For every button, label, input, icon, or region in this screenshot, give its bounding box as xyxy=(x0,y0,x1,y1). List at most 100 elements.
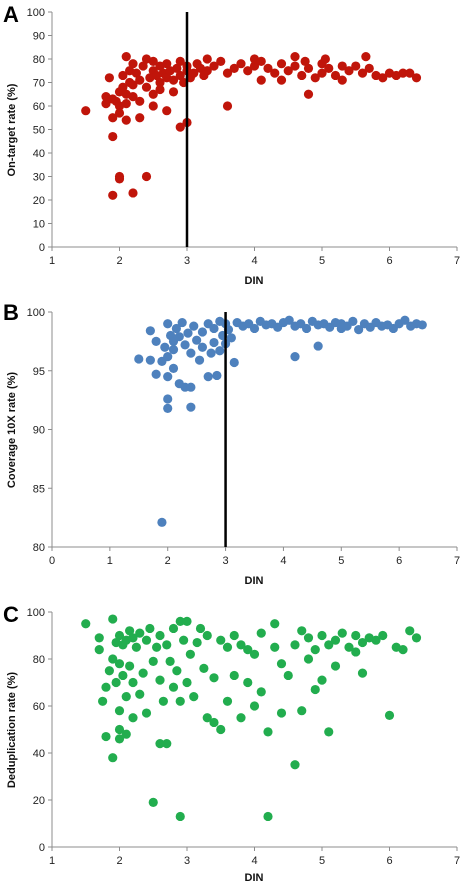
panel-c-data-point xyxy=(216,724,226,735)
panel-c-data-point xyxy=(398,645,408,655)
panel-c-data-point xyxy=(337,628,347,638)
panel-a-data-point xyxy=(324,63,334,73)
panel-a-data-point xyxy=(135,96,145,106)
panel-a-data-point xyxy=(155,84,165,95)
panel-c-data-point xyxy=(121,692,131,702)
panel-c-data-point xyxy=(125,626,135,636)
panel-c-data-point xyxy=(216,635,226,645)
panel-c-data-point xyxy=(324,640,334,650)
panel-a-data-point xyxy=(290,52,300,62)
panel-c-data-point xyxy=(195,623,206,634)
panel-c-data-point xyxy=(209,717,219,728)
panel-c-data-point xyxy=(162,640,172,650)
panel-c-data-point xyxy=(270,642,280,652)
panel-a-data-point xyxy=(216,56,226,66)
panel-a-data-point xyxy=(303,89,314,99)
panel-b-data-point xyxy=(189,321,199,331)
panel-b-data-point xyxy=(229,357,239,368)
panel-a-data-point xyxy=(118,82,128,92)
panel-a-data-point xyxy=(202,66,212,76)
panel-b-data-point xyxy=(313,341,323,351)
panel-c-x-tick-label: 7 xyxy=(454,855,460,867)
panel-c-data-point xyxy=(135,689,145,699)
panel-c-data-point xyxy=(175,811,185,822)
panel-c-data-point xyxy=(175,696,185,706)
panel-a-data-point xyxy=(114,108,125,118)
panel-c-y-tick-label: 0 xyxy=(39,842,45,854)
panel-c-data-point xyxy=(243,645,253,655)
panel-b-data-point xyxy=(209,323,219,334)
panel-c-x-axis-title: DIN xyxy=(245,872,264,884)
panel-c-data-point xyxy=(310,645,320,655)
panel-a-chart: A On-target rate (%) DIN 0 10 20 30 40 50 60 70… xyxy=(3,2,460,287)
panel-a-data-point xyxy=(270,68,280,78)
panel-c-axes: 0 20 40 60 80 100 1 2 3 4 5 6 7 xyxy=(27,607,460,867)
panel-a-y-tick-label: 40 xyxy=(33,148,45,160)
panel-c-data-point xyxy=(384,710,395,721)
panel-c-data-point xyxy=(378,630,388,641)
panel-a-data-point xyxy=(148,56,158,66)
panel-c-data-point xyxy=(114,734,125,744)
panel-c-data-point xyxy=(189,692,199,702)
panel-c-points xyxy=(81,614,422,822)
panel-b-data-point xyxy=(212,370,222,381)
panel-c-y-tick-label: 20 xyxy=(33,795,45,807)
panel-c-data-point xyxy=(202,630,212,641)
panel-c-data-point xyxy=(165,656,175,666)
panel-a-points xyxy=(81,12,422,247)
panel-b-data-point xyxy=(284,315,294,325)
panel-a-data-point xyxy=(209,61,219,71)
panel-a-data-point xyxy=(337,61,347,71)
panel-a-data-point xyxy=(276,59,287,69)
panel-b-data-point xyxy=(209,337,219,348)
panel-a-data-point xyxy=(121,52,131,62)
panel-a-data-point xyxy=(135,113,145,123)
panel-a-data-point xyxy=(222,101,233,111)
panel-b-data-point xyxy=(192,335,202,345)
panel-a-data-point xyxy=(310,73,320,83)
panel-c-data-point xyxy=(138,668,148,678)
panel-a-y-tick-label: 0 xyxy=(39,242,45,254)
panel-c-data-point xyxy=(118,670,128,681)
panel-b-data-point xyxy=(290,352,300,362)
panel-c-data-point xyxy=(202,713,212,723)
panel-c-chart: C Deduplication rate (%) DIN 0 20 40 60 80 10… xyxy=(3,602,460,884)
panel-c-data-point xyxy=(135,628,145,638)
panel-a-axes: 0 10 20 30 40 50 60 70 80 90 100 1 2 3 4 5 6 7 xyxy=(27,7,460,267)
panel-a-data-point xyxy=(172,63,182,73)
panel-a-y-tick-label: 70 xyxy=(33,78,45,90)
panel-a-data-point xyxy=(290,61,300,71)
panel-c-data-point xyxy=(158,696,168,706)
panel-b-data-point xyxy=(163,319,173,329)
panel-a-x-tick-label: 7 xyxy=(454,255,460,267)
panel-c-data-point xyxy=(411,633,422,643)
panel-c-data-point xyxy=(405,626,415,636)
panel-c-data-point xyxy=(371,635,381,645)
panel-a-y-tick-label: 30 xyxy=(33,172,45,184)
panel-a-data-point xyxy=(243,66,253,76)
panel-a-data-point xyxy=(175,122,185,132)
panel-a-data-point xyxy=(351,61,361,71)
panel-c-data-point xyxy=(98,696,108,706)
panel-a-data-point xyxy=(108,190,118,200)
panel-c-data-point xyxy=(317,630,327,641)
panel-a-data-point xyxy=(168,87,179,97)
panel-c-data-point xyxy=(155,630,165,641)
panel-a-data-point xyxy=(320,54,330,64)
panel-c-x-tick-label: 2 xyxy=(116,855,122,867)
panel-c-data-point xyxy=(249,701,260,711)
panel-c-data-point xyxy=(104,666,114,676)
panel-c-data-point xyxy=(310,684,320,695)
panel-b-data-point xyxy=(215,346,225,356)
panel-c-data-point xyxy=(276,708,287,718)
panel-b-data-point xyxy=(163,403,173,413)
panel-c-data-point xyxy=(330,635,341,645)
panel-c-data-point xyxy=(276,659,287,669)
panel-a-data-point xyxy=(128,59,138,69)
panel-a-data-point xyxy=(155,77,165,88)
panel-b-data-point xyxy=(151,369,161,379)
panel-c-data-point xyxy=(283,670,293,681)
panel-c-data-point xyxy=(243,677,253,688)
panel-a-data-point xyxy=(411,73,422,83)
panel-c-data-point xyxy=(114,630,125,641)
